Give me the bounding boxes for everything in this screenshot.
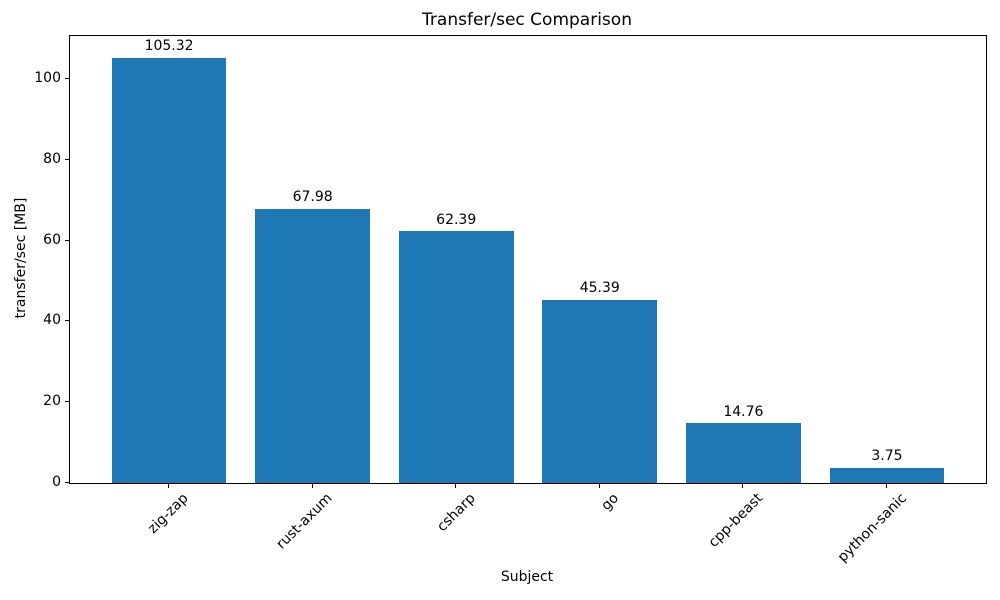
x-tick-mark [311, 484, 313, 488]
x-tick-mark [885, 484, 887, 488]
bar-value-label: 105.32 [144, 38, 194, 55]
y-tick-mark [65, 320, 69, 322]
bar-python-sanic [829, 467, 945, 483]
bar-go [542, 299, 658, 483]
bar-cpp-beast [685, 423, 801, 483]
bar-value-label: 3.75 [871, 448, 903, 465]
bar-value-label: 67.98 [292, 189, 333, 206]
chart-title: Transfer/sec Comparison [422, 10, 632, 30]
x-tick-label: cpp-beast [705, 490, 766, 551]
y-tick-label: 80 [43, 150, 61, 167]
x-axis-label: Subject [500, 569, 554, 585]
y-tick-label: 0 [52, 474, 61, 490]
bar-csharp [398, 231, 514, 483]
y-tick-label: 100 [34, 70, 61, 87]
y-tick-mark [65, 239, 69, 241]
bar-value-label: 14.76 [723, 404, 764, 421]
x-tick-label: rust-axum [273, 490, 336, 553]
x-tick-mark [598, 484, 600, 488]
x-tick-label: go [598, 490, 623, 514]
x-tick-label: python-sanic [834, 490, 910, 566]
bar-value-label: 45.39 [579, 280, 620, 297]
x-tick-mark [455, 484, 457, 488]
y-tick-mark [65, 401, 69, 403]
x-tick-label: zig-zap [145, 490, 192, 537]
bar-zig-zap [111, 57, 227, 483]
y-tick-label: 20 [43, 393, 61, 410]
y-axis-label: transfer/sec [MB] [13, 197, 29, 319]
y-tick-mark [65, 78, 69, 80]
x-tick-mark [168, 484, 170, 488]
y-tick-label: 60 [43, 231, 61, 248]
x-tick-mark [742, 484, 744, 488]
y-tick-label: 40 [43, 312, 61, 329]
y-tick-mark [65, 158, 69, 160]
y-tick-mark [65, 482, 69, 483]
bar-value-label: 62.39 [436, 211, 477, 228]
bar-rust-axum [255, 208, 371, 483]
plot-area: 105.32 67.98 62.39 45.39 14.76 3.75 [69, 35, 987, 484]
x-tick-label: csharp [434, 490, 479, 535]
